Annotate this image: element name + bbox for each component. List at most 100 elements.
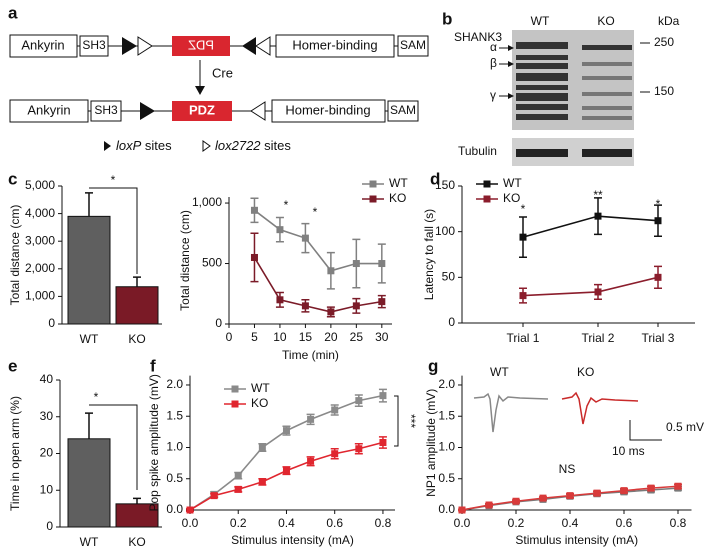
- trace-label: WT: [490, 365, 509, 379]
- series-line: [253, 257, 382, 313]
- legend-marker: [231, 400, 239, 408]
- marker: [378, 298, 386, 306]
- y-tick-label: 2,000: [25, 261, 55, 275]
- domain-label: Ankyrin: [21, 37, 64, 52]
- domain-label: PDZ: [188, 37, 214, 52]
- y-axis-label: NP1 amplitude (mV): [424, 389, 438, 497]
- y-tick-label: 2.0: [166, 377, 183, 391]
- legend-label: WT: [503, 176, 522, 190]
- marker: [352, 260, 360, 268]
- y-tick-label: 1.5: [438, 408, 455, 422]
- marker: [210, 492, 218, 500]
- x-tick-label: 25: [350, 330, 364, 344]
- scale-label: 10 ms: [612, 444, 645, 458]
- y-tick-label: 1.0: [438, 440, 455, 454]
- legend-label: WT: [251, 381, 270, 395]
- y-tick-label: 1.5: [166, 408, 183, 422]
- domain-label: SH3: [94, 103, 118, 117]
- y-tick-label: 1,000: [25, 289, 55, 303]
- marker: [307, 415, 315, 423]
- legend-label: KO: [389, 191, 406, 205]
- marker: [539, 494, 547, 502]
- x-tick-label: 20: [324, 330, 338, 344]
- y-tick-label: 0: [48, 316, 55, 330]
- x-tick-label: 0.4: [278, 516, 295, 530]
- isoform-label: γ: [490, 88, 496, 102]
- series-line: [522, 276, 659, 297]
- annotation: *: [111, 173, 116, 187]
- y-axis-label: Latency to fall (s): [422, 209, 436, 300]
- scale-label: 0.5 mV: [666, 420, 704, 434]
- legend-label: KO: [251, 396, 268, 410]
- x-tick-label: KO: [128, 332, 145, 346]
- legend-marker: [483, 195, 491, 203]
- y-tick-label: 40: [40, 372, 54, 386]
- marker: [674, 482, 682, 490]
- marker: [186, 506, 194, 514]
- error-bar: [85, 192, 93, 217]
- domain-label: SAM: [390, 103, 416, 117]
- x-tick-label: 0.6: [326, 516, 343, 530]
- y-tick-label: 4,000: [25, 206, 55, 220]
- x-tick-label: 0.6: [616, 516, 633, 530]
- x-tick-label: Trial 1: [507, 331, 540, 345]
- error-bar: [133, 497, 141, 504]
- series-line: [522, 215, 659, 238]
- y-tick-label: 20: [40, 446, 54, 460]
- marker: [512, 497, 520, 505]
- marker: [258, 443, 266, 451]
- annotation: ***: [404, 414, 418, 428]
- legend-suffix: sites: [145, 138, 172, 153]
- legend-suffix: sites: [264, 138, 291, 153]
- y-axis-label: Total distance (cm): [178, 210, 192, 311]
- marker: [519, 233, 527, 241]
- lane-label: KO: [597, 14, 614, 28]
- panel-label: f: [150, 356, 156, 375]
- x-tick-label: KO: [128, 535, 145, 549]
- y-tick-label: 0: [448, 315, 455, 329]
- x-tick-label: 0.0: [182, 516, 199, 530]
- marker: [647, 484, 655, 492]
- x-tick-label: Trial 2: [582, 331, 615, 345]
- marker: [282, 427, 290, 435]
- protein-label: SHANK3: [454, 30, 502, 44]
- marker: [566, 492, 574, 500]
- annotation: **: [593, 188, 603, 202]
- marker: [355, 445, 363, 453]
- legend-label: loxP sites: [116, 138, 172, 153]
- isoform-label: α: [490, 40, 497, 54]
- legend-label: WT: [389, 176, 408, 190]
- domain-label: SAM: [400, 38, 426, 52]
- marker: [301, 234, 309, 242]
- error-bar: [85, 412, 93, 439]
- marker: [355, 397, 363, 405]
- control-label: Tubulin: [458, 144, 497, 158]
- y-tick-label: 100: [435, 224, 455, 238]
- marker: [331, 406, 339, 414]
- marker: [654, 217, 662, 225]
- series-line: [189, 394, 384, 511]
- legend-marker: [483, 180, 491, 188]
- marker: [282, 467, 290, 475]
- domain-label: Homer-binding: [292, 37, 377, 52]
- trace-label: KO: [577, 365, 594, 379]
- marker: [258, 478, 266, 486]
- x-tick-label: WT: [80, 535, 99, 549]
- significance-bracket: [89, 187, 138, 274]
- x-tick-label: 0.2: [508, 516, 525, 530]
- y-tick-label: 1.0: [166, 440, 183, 454]
- x-axis-label: Time (min): [282, 348, 339, 362]
- y-tick-label: 500: [202, 256, 222, 270]
- y-tick-label: 0.0: [166, 502, 183, 516]
- panel-label: a: [8, 3, 18, 22]
- marker: [379, 438, 387, 446]
- x-tick-label: 0.8: [375, 516, 392, 530]
- marker: [594, 212, 602, 220]
- domain-label: PDZ: [189, 102, 215, 117]
- x-tick-label: 15: [299, 330, 313, 344]
- series-line: [189, 441, 384, 511]
- x-axis-label: Stimulus intensity (mA): [515, 533, 638, 547]
- legend-label: lox2722 sites: [215, 138, 291, 153]
- marker: [593, 489, 601, 497]
- marker: [519, 292, 527, 300]
